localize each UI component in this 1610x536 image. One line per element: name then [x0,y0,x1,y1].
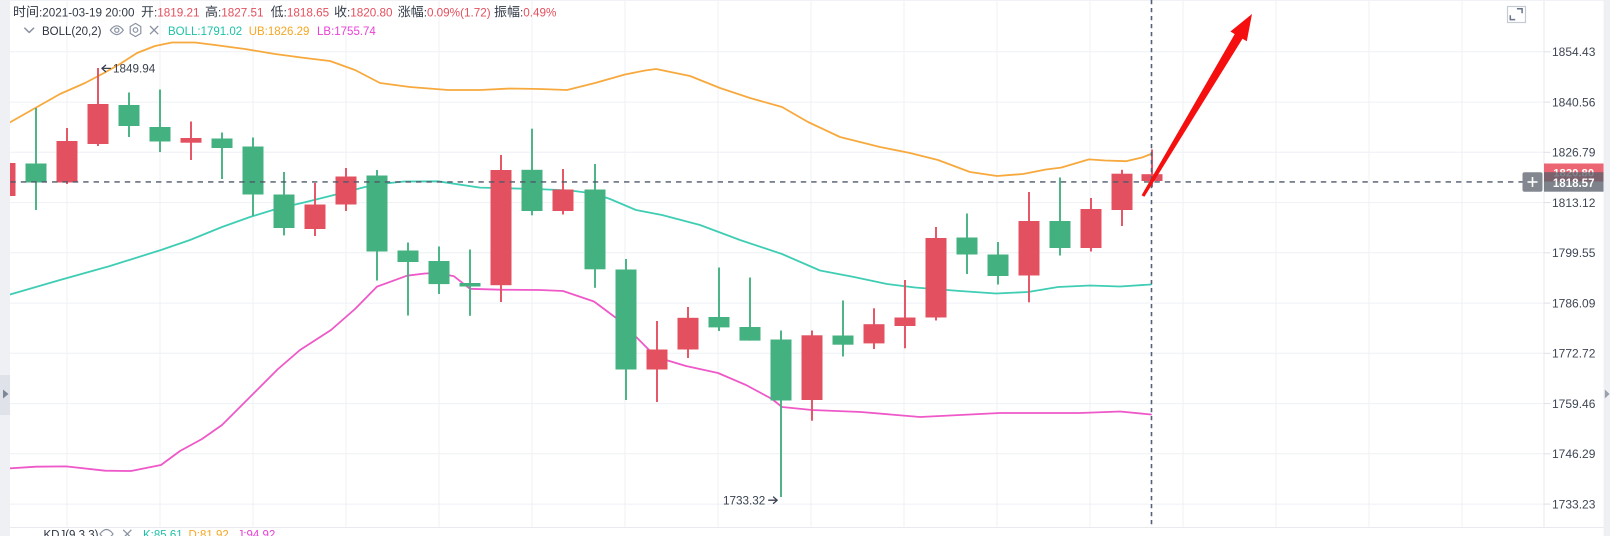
svg-text:1733.32: 1733.32 [723,494,765,507]
svg-text:1820.80: 1820.80 [350,6,393,19]
svg-text:1772.72: 1772.72 [1552,347,1596,361]
svg-text:2021-03-19 20:00: 2021-03-19 20:00 [42,6,135,19]
svg-text::: : [520,6,523,19]
svg-text:1818.65: 1818.65 [287,6,330,19]
svg-text:BOLL:1791.02: BOLL:1791.02 [168,26,242,38]
svg-text:0.49%: 0.49% [523,6,556,19]
svg-text:J:94.92: J:94.92 [238,530,276,536]
svg-text:LB:1755.74: LB:1755.74 [317,26,376,38]
svg-text:KDJ(9,3,3): KDJ(9,3,3) [44,530,99,536]
svg-text:1799.55: 1799.55 [1552,246,1596,260]
svg-text:1827.51: 1827.51 [221,6,263,19]
svg-text:UB:1826.29: UB:1826.29 [249,26,310,38]
svg-text::: : [424,6,427,19]
svg-text:1746.29: 1746.29 [1552,447,1596,461]
svg-text:1786.09: 1786.09 [1552,296,1596,310]
svg-text:1849.94: 1849.94 [113,62,156,75]
svg-text:1813.12: 1813.12 [1552,196,1596,210]
svg-text:D:81.92: D:81.92 [189,530,229,536]
svg-text:1840.56: 1840.56 [1552,95,1596,109]
svg-text:1818.57: 1818.57 [1553,178,1595,190]
svg-text:BOLL(20,2): BOLL(20,2) [42,26,102,38]
svg-text::: : [154,6,157,19]
svg-text::: : [347,6,350,19]
svg-text::: : [39,6,42,19]
svg-text:1819.21: 1819.21 [157,6,199,19]
svg-text:1826.79: 1826.79 [1552,146,1596,160]
svg-text:1733.23: 1733.23 [1552,497,1596,511]
svg-text:1759.46: 1759.46 [1552,397,1596,411]
svg-text::: : [218,6,221,19]
svg-text:0.09%(1.72): 0.09%(1.72) [427,6,491,19]
svg-text::: : [284,6,287,19]
svg-text:1854.43: 1854.43 [1552,45,1596,59]
svg-text:K:85.61: K:85.61 [143,530,183,536]
